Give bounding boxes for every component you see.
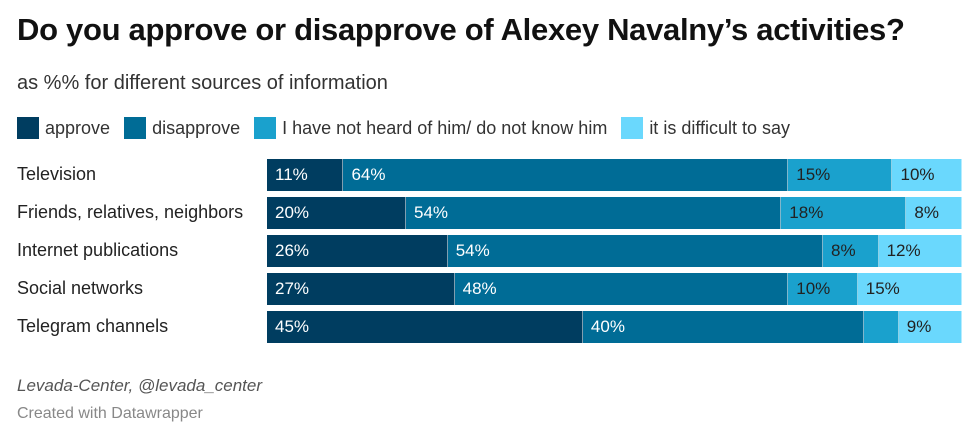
legend-item: disapprove: [124, 117, 240, 139]
bar-segment: 12%: [878, 235, 962, 267]
stacked-bar: 11% 64% 15% 10%: [267, 159, 962, 191]
bar-segment: 18%: [781, 197, 907, 229]
legend-swatch: [621, 117, 644, 139]
bar-segment: [863, 311, 899, 343]
bar-segment: 26%: [267, 235, 448, 267]
category-label: Telegram channels: [17, 316, 169, 336]
bar-segment: 48%: [454, 273, 789, 305]
category-label: Internet publications: [17, 240, 179, 260]
bar-segment: 27%: [267, 273, 455, 305]
stacked-bar: 26% 54% 8% 12%: [267, 235, 962, 267]
bar-segment: 15%: [857, 273, 962, 305]
bar-segment: 15%: [788, 159, 893, 191]
bar-segment: 45%: [267, 311, 583, 343]
legend-swatch: [124, 117, 147, 139]
legend-label: it is difficult to say: [649, 117, 791, 138]
bar-segment: 11%: [267, 159, 344, 191]
bar-segment: 20%: [267, 197, 406, 229]
category-label: Social networks: [17, 278, 144, 298]
credit: Created with Datawrapper: [17, 405, 203, 422]
stacked-bar: 20% 54% 18% 8%: [267, 197, 962, 229]
bar-segment: 54%: [447, 235, 823, 267]
chart-title: Do you approve or disapprove of Alexey N…: [17, 12, 905, 47]
legend-label: approve: [45, 117, 111, 138]
category-label: Friends, relatives, neighbors: [17, 202, 244, 222]
bar-segment: 9%: [898, 311, 962, 343]
source-note: Levada-Center, @levada_center: [17, 376, 263, 395]
legend-item: it is difficult to say: [621, 117, 790, 139]
legend-swatch: [254, 117, 277, 139]
legend-item: approve: [17, 117, 110, 139]
bar-segment: 54%: [406, 197, 782, 229]
bar-segment: 64%: [343, 159, 789, 191]
bar-segment: 10%: [788, 273, 858, 305]
legend-item: I have not heard of him/ do not know him: [254, 117, 607, 139]
bar-segment: 10%: [892, 159, 962, 191]
legend-swatch: [17, 117, 39, 139]
bar-segment: 8%: [822, 235, 879, 267]
legend-label: disapprove: [152, 117, 241, 138]
stacked-bar: 45% 40% 9%: [267, 311, 962, 343]
bar-segment: 40%: [582, 311, 864, 343]
legend: approve disapprove I have not heard of him…: [17, 117, 804, 139]
category-label: Television: [17, 164, 97, 184]
bar-segment: 8%: [906, 197, 962, 229]
chart-subtitle: as %% for different sources of informati…: [17, 72, 388, 94]
legend-label: I have not heard of him/ do not know him: [282, 117, 608, 138]
stacked-bar: 27% 48% 10% 15%: [267, 273, 962, 305]
